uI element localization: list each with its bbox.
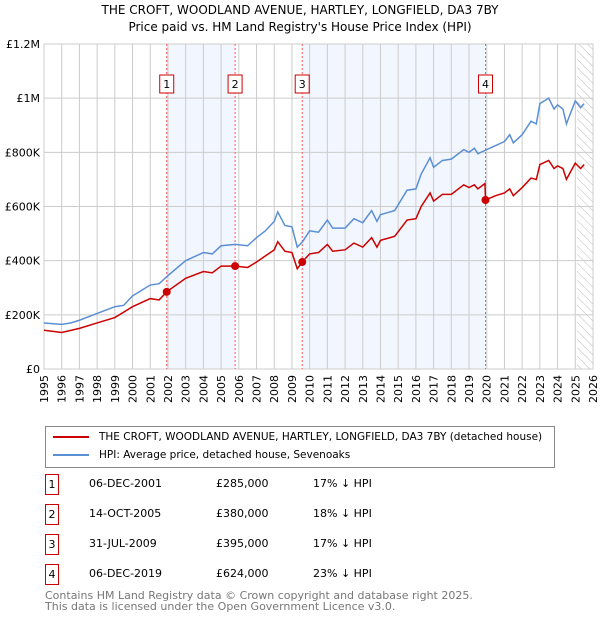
x-tick-label: 2012: [339, 375, 352, 403]
x-tick-label: 2013: [357, 375, 370, 403]
x-tick-label: 2008: [268, 375, 281, 403]
sale-price: £395,000: [216, 537, 269, 550]
x-tick-label: 2004: [197, 375, 210, 403]
x-tick-label: 1995: [38, 375, 51, 403]
sale-point: [162, 287, 171, 296]
sale-price: £285,000: [216, 477, 269, 490]
plot-border: [43, 43, 594, 370]
sale-date: 06-DEC-2001: [89, 477, 163, 490]
sale-date: 31-JUL-2009: [89, 537, 157, 550]
x-tick-label: 2022: [516, 375, 529, 403]
chart-title: THE CROFT, WOODLAND AVENUE, HARTLEY, LON…: [101, 3, 499, 17]
x-tick-label: 2011: [321, 375, 334, 403]
y-tick-label: £200K: [5, 309, 41, 322]
x-tick-label: 1996: [56, 375, 69, 403]
x-tick-label: 2015: [392, 375, 405, 403]
legend-label-property: THE CROFT, WOODLAND AVENUE, HARTLEY, LON…: [99, 431, 543, 443]
x-tick-label: 2025: [569, 375, 582, 403]
legend-swatch-hpi: [53, 454, 89, 456]
x-tick-label: 2024: [552, 375, 565, 403]
legend: THE CROFT, WOODLAND AVENUE, HARTLEY, LON…: [45, 426, 555, 468]
plot-area: 1995 1996 1997 1998 1999 2000 2001 2002 2003 2004…: [5, 38, 600, 403]
sale-point: [231, 262, 240, 271]
x-tick-label: 2014: [374, 375, 387, 403]
x-tick-label: 2000: [127, 375, 140, 403]
sale-label-box: [227, 74, 243, 94]
x-tick-label: 2010: [304, 375, 317, 403]
x-tick-label: 2005: [215, 375, 228, 403]
y-tick-label: £0: [26, 363, 40, 376]
sale-label-number: 4: [482, 78, 489, 91]
x-tick-label: 1998: [91, 375, 104, 403]
property-price-line: [43, 159, 585, 334]
sale-date: 14-OCT-2005: [89, 507, 162, 520]
sale-label-number: 2: [232, 78, 239, 91]
x-tick-label: 2023: [534, 375, 547, 403]
chart-subtitle: Price paid vs. HM Land Registry's House …: [128, 20, 472, 34]
x-tick-label: 2002: [162, 375, 175, 403]
sale-price: £624,000: [216, 567, 269, 580]
y-tick-label: £600K: [5, 201, 41, 214]
sale-date: 06-DEC-2019: [89, 567, 163, 580]
sale-label-box: [159, 74, 175, 94]
sale-hpi-diff: 23% ↓ HPI: [313, 567, 372, 580]
y-tick-label: £1M: [17, 92, 41, 105]
x-tick-label: 2003: [180, 375, 193, 403]
sale-price: £380,000: [216, 507, 269, 520]
x-tick-label: 2016: [410, 375, 423, 403]
sale-number-badge: 4: [45, 564, 59, 585]
y-tick-label: £800K: [5, 146, 41, 159]
sale-point: [481, 196, 490, 204]
sale-hpi-diff: 17% ↓ HPI: [313, 477, 372, 490]
footer-line-2: This data is licensed under the Open Gov…: [45, 600, 396, 613]
x-tick-label: 2019: [463, 375, 476, 403]
sale-number-badge: 2: [45, 504, 59, 525]
sale-label-box: [478, 74, 494, 94]
y-tick-label: £1.2M: [6, 38, 40, 51]
x-tick-label: 2017: [428, 375, 441, 403]
hpi-line: [43, 97, 585, 326]
x-tick-label: 2009: [286, 375, 299, 403]
x-tick-label: 2026: [587, 375, 600, 403]
sale-point: [298, 258, 307, 267]
sale-hpi-diff: 18% ↓ HPI: [313, 507, 372, 520]
x-tick-label: 1999: [109, 375, 122, 403]
legend-swatch-property: [53, 436, 89, 438]
sale-number-badge: 1: [45, 474, 59, 495]
x-tick-label: 2021: [498, 375, 511, 403]
x-tick-label: 2020: [481, 375, 494, 403]
sale-hpi-diff: 17% ↓ HPI: [313, 537, 372, 550]
x-tick-label: 2006: [233, 375, 246, 403]
sale-label-box: [294, 74, 310, 94]
footer-line-1: Contains HM Land Registry data © Crown c…: [45, 589, 473, 602]
sale-label-number: 1: [163, 78, 170, 91]
legend-label-hpi: HPI: Average price, detached house, Seve…: [99, 449, 351, 461]
footer: Contains HM Land Registry data © Crown c…: [45, 590, 473, 612]
x-tick-label: 1997: [73, 375, 86, 403]
sale-number-badge: 3: [45, 534, 59, 555]
x-tick-label: 2018: [445, 375, 458, 403]
y-tick-label: £400K: [5, 255, 41, 268]
x-tick-label: 2007: [251, 375, 264, 403]
sale-label-number: 3: [299, 78, 306, 91]
x-tick-label: 2001: [144, 375, 157, 403]
